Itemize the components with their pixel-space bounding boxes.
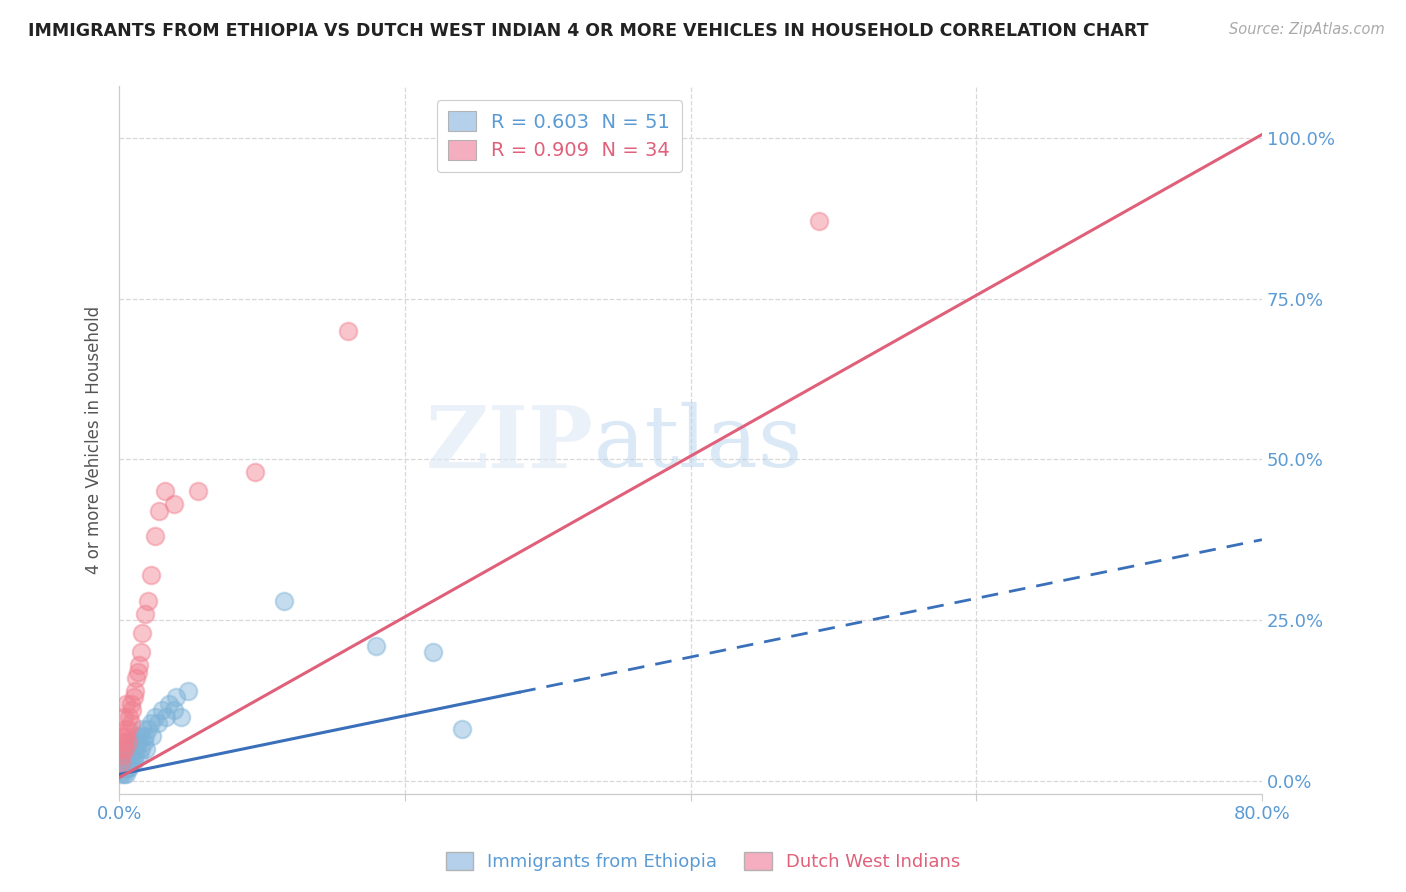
Point: [139, 568, 162, 582]
Point: [451, 723, 474, 737]
Point: [122, 690, 145, 705]
Point: [115, 761, 138, 775]
Point: [132, 735, 155, 749]
Point: [110, 741, 132, 756]
Point: [273, 594, 295, 608]
Point: [112, 709, 135, 723]
Point: [129, 729, 152, 743]
Point: [114, 741, 136, 756]
Point: [157, 697, 180, 711]
Point: [141, 729, 163, 743]
Legend: R = 0.603  N = 51, R = 0.909  N = 34: R = 0.603 N = 51, R = 0.909 N = 34: [437, 100, 682, 172]
Point: [131, 626, 153, 640]
Point: [125, 729, 148, 743]
Point: [162, 703, 184, 717]
Point: [117, 735, 139, 749]
Point: [134, 607, 156, 621]
Point: [120, 715, 142, 730]
Point: [162, 497, 184, 511]
Point: [124, 683, 146, 698]
Point: [177, 683, 200, 698]
Legend: Immigrants from Ethiopia, Dutch West Indians: Immigrants from Ethiopia, Dutch West Ind…: [439, 845, 967, 879]
Point: [136, 594, 159, 608]
Point: [243, 465, 266, 479]
Point: [111, 729, 134, 743]
Point: [112, 735, 135, 749]
Point: [120, 755, 142, 769]
Point: [115, 729, 138, 743]
Point: [114, 741, 136, 756]
Point: [115, 697, 138, 711]
Text: IMMIGRANTS FROM ETHIOPIA VS DUTCH WEST INDIAN 4 OR MORE VEHICLES IN HOUSEHOLD CO: IMMIGRANTS FROM ETHIOPIA VS DUTCH WEST I…: [28, 22, 1149, 40]
Point: [134, 729, 156, 743]
Point: [121, 703, 143, 717]
Point: [117, 761, 139, 775]
Point: [139, 715, 162, 730]
Point: [112, 761, 135, 775]
Point: [128, 748, 150, 763]
Point: [117, 723, 139, 737]
Point: [146, 715, 169, 730]
Point: [114, 723, 136, 737]
Point: [112, 748, 135, 763]
Point: [111, 748, 134, 763]
Point: [124, 748, 146, 763]
Point: [128, 658, 150, 673]
Point: [127, 665, 149, 679]
Point: [808, 214, 831, 228]
Point: [129, 645, 152, 659]
Point: [170, 709, 193, 723]
Point: [114, 755, 136, 769]
Point: [111, 764, 134, 779]
Point: [422, 645, 444, 659]
Point: [110, 761, 132, 775]
Point: [121, 748, 143, 763]
Point: [120, 697, 142, 711]
Point: [135, 741, 157, 756]
Point: [155, 709, 177, 723]
Point: [124, 735, 146, 749]
Point: [131, 723, 153, 737]
Point: [150, 703, 173, 717]
Point: [118, 761, 141, 775]
Point: [153, 484, 176, 499]
Point: [120, 741, 142, 756]
Point: [110, 767, 132, 781]
Point: [127, 735, 149, 749]
Point: [111, 755, 134, 769]
Point: [122, 755, 145, 769]
Point: [336, 324, 359, 338]
Point: [115, 767, 138, 781]
Point: [118, 709, 141, 723]
Point: [122, 741, 145, 756]
Text: atlas: atlas: [593, 402, 803, 485]
Y-axis label: 4 or more Vehicles in Household: 4 or more Vehicles in Household: [86, 306, 103, 574]
Point: [187, 484, 209, 499]
Point: [115, 748, 138, 763]
Point: [148, 504, 170, 518]
Point: [118, 748, 141, 763]
Point: [165, 690, 187, 705]
Point: [121, 735, 143, 749]
Text: ZIP: ZIP: [426, 401, 593, 485]
Point: [143, 529, 166, 543]
Point: [366, 639, 388, 653]
Point: [117, 735, 139, 749]
Point: [143, 709, 166, 723]
Point: [129, 741, 152, 756]
Point: [125, 671, 148, 685]
Point: [110, 755, 132, 769]
Point: [112, 767, 135, 781]
Point: [117, 755, 139, 769]
Point: [125, 741, 148, 756]
Point: [136, 723, 159, 737]
Text: Source: ZipAtlas.com: Source: ZipAtlas.com: [1229, 22, 1385, 37]
